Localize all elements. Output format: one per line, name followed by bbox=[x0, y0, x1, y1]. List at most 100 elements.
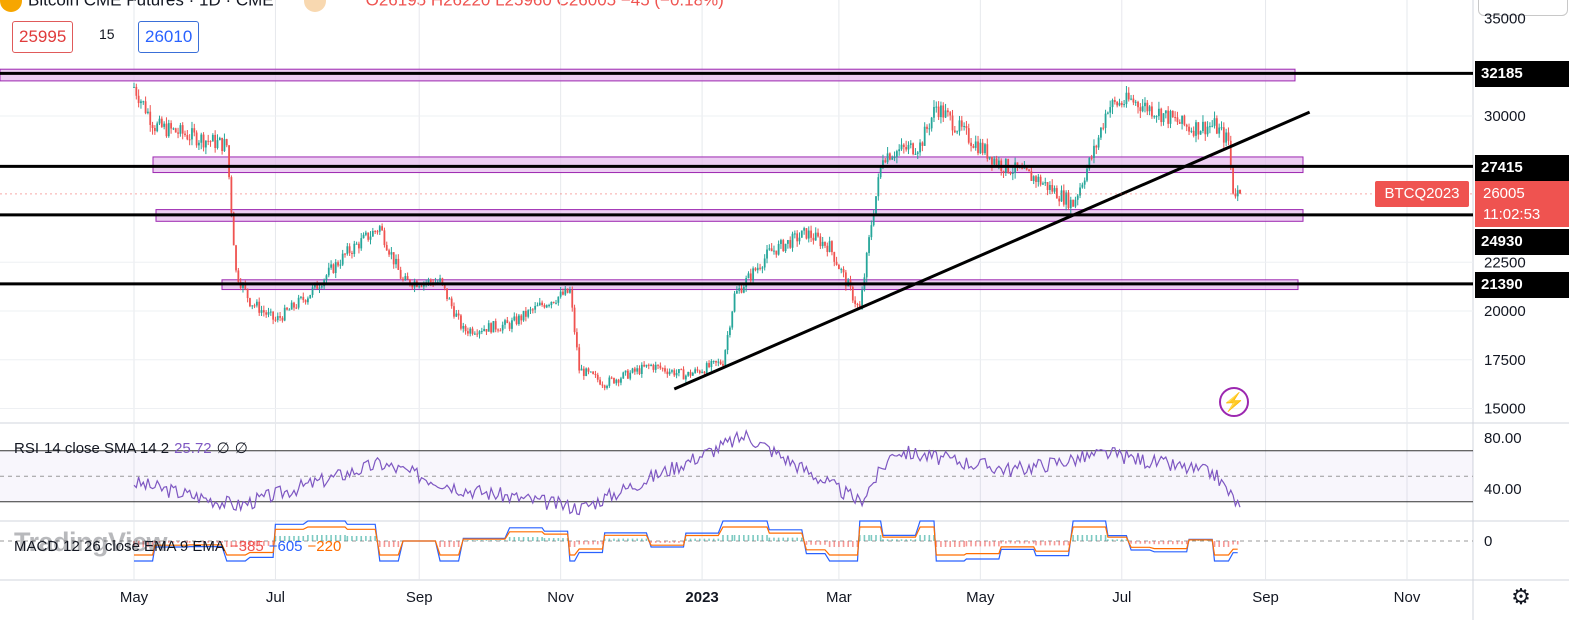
candle-body bbox=[172, 128, 175, 130]
level-tag-32185: 32185 bbox=[1475, 61, 1569, 87]
macd-histogram-bar bbox=[1100, 535, 1102, 541]
macd-histogram-bar bbox=[351, 535, 353, 541]
macd-histogram-bar bbox=[879, 535, 882, 541]
candle-body bbox=[149, 111, 152, 125]
candle-body bbox=[562, 291, 564, 295]
candle-body bbox=[339, 264, 342, 266]
macd-histogram-bar bbox=[756, 535, 759, 541]
macd-histogram-bar bbox=[603, 538, 606, 541]
candle-body bbox=[216, 140, 219, 148]
macd-histogram-bar bbox=[1072, 535, 1074, 541]
macd-histogram-bar bbox=[355, 535, 358, 541]
candle-body bbox=[402, 278, 404, 281]
candle-body bbox=[603, 385, 606, 388]
macd-histogram-bar bbox=[622, 538, 625, 541]
macd-histogram-bar bbox=[383, 541, 386, 547]
candle-body bbox=[1137, 101, 1139, 108]
rsi-line bbox=[133, 428, 1241, 516]
time-tick-label: Jul bbox=[266, 589, 285, 606]
candle-body bbox=[1046, 182, 1049, 190]
macd-histogram-bar bbox=[641, 538, 643, 541]
last-candle bbox=[1239, 189, 1242, 194]
macd-histogram-bar bbox=[518, 537, 520, 541]
lightning-icon[interactable]: ⚡ bbox=[1219, 387, 1249, 417]
macd-histogram-bar bbox=[1018, 541, 1021, 544]
candle-body bbox=[905, 147, 908, 150]
candle-body bbox=[137, 95, 140, 104]
candle-body bbox=[536, 305, 539, 307]
macd-histogram-bar bbox=[193, 541, 196, 543]
candle-body bbox=[1229, 140, 1232, 166]
macd-histogram-bar bbox=[453, 541, 455, 547]
macd-legend[interactable]: MACD 12 26 close EMA 9 EMA −385 −605 −220 bbox=[14, 538, 346, 555]
candle-body bbox=[986, 144, 989, 159]
candle-body bbox=[684, 375, 687, 380]
macd-histogram-bar bbox=[842, 541, 845, 547]
candle-body bbox=[381, 226, 384, 231]
candle-body bbox=[633, 368, 636, 372]
candle-body bbox=[483, 329, 486, 332]
candle-body bbox=[582, 368, 585, 376]
candle-body bbox=[1236, 190, 1239, 197]
candle-body bbox=[1049, 185, 1051, 190]
macd-histogram-bar bbox=[717, 538, 720, 541]
macd-histogram-bar bbox=[868, 535, 870, 541]
candle-body bbox=[541, 302, 544, 305]
macd-histogram-bar bbox=[1213, 541, 1216, 547]
top-right-control[interactable] bbox=[1478, 0, 1568, 16]
macd-histogram-bar bbox=[212, 541, 214, 543]
candle-body bbox=[469, 328, 472, 334]
macd-histogram-bar bbox=[810, 541, 812, 545]
macd-histogram-bar bbox=[258, 541, 261, 546]
candle-body bbox=[814, 232, 817, 241]
candle-body bbox=[951, 115, 954, 131]
candle-body bbox=[803, 228, 806, 231]
candle-body bbox=[358, 243, 360, 249]
candle-body bbox=[821, 241, 824, 247]
macd-histogram-bar bbox=[1162, 541, 1165, 545]
candle-body bbox=[531, 309, 534, 311]
candle-body bbox=[311, 287, 314, 295]
buy-button[interactable]: 26010 bbox=[138, 21, 200, 53]
macd-histogram-bar bbox=[708, 538, 710, 541]
candle-body bbox=[1097, 137, 1100, 148]
candle-body bbox=[872, 214, 875, 226]
candle-body bbox=[520, 315, 523, 321]
candle-body bbox=[1220, 127, 1223, 129]
candle-body bbox=[293, 302, 295, 308]
macd-histogram-bar bbox=[722, 535, 724, 541]
candle-body bbox=[608, 377, 611, 386]
candle-body bbox=[995, 158, 998, 165]
candle-body bbox=[211, 134, 214, 142]
countdown-timer: 11:02:53 bbox=[1483, 206, 1541, 223]
macd-histogram-bar bbox=[1039, 541, 1042, 546]
candle-body bbox=[1123, 104, 1126, 106]
candle-body bbox=[640, 364, 643, 374]
macd-histogram-bar bbox=[198, 541, 200, 543]
macd-histogram-bar bbox=[583, 541, 585, 545]
candles-group bbox=[133, 82, 1242, 391]
macd-histogram-bar bbox=[689, 538, 692, 541]
candle-body bbox=[214, 134, 217, 148]
candle-body bbox=[487, 323, 490, 332]
time-tick-label: Sep bbox=[406, 589, 433, 606]
candle-body bbox=[694, 369, 697, 373]
macd-histogram-bar bbox=[235, 541, 237, 547]
settings-icon[interactable]: ⚙ bbox=[1511, 584, 1531, 609]
macd-histogram-bar bbox=[940, 541, 942, 547]
sell-button[interactable]: 25995 bbox=[12, 21, 74, 53]
candle-body bbox=[680, 369, 683, 371]
macd-histogram-bar bbox=[532, 537, 534, 541]
macd-histogram-bar bbox=[172, 541, 175, 543]
candle-body bbox=[1076, 195, 1079, 200]
candle-body bbox=[914, 153, 917, 155]
rsi-title: RSI bbox=[14, 440, 40, 457]
candle-body bbox=[958, 120, 961, 132]
candle-body bbox=[232, 212, 235, 246]
candle-body bbox=[478, 331, 481, 335]
macd-histogram-bar bbox=[909, 539, 912, 541]
candle-body bbox=[202, 134, 205, 148]
macd-histogram-bar bbox=[631, 538, 634, 541]
rsi-legend[interactable]: RSI 14 close SMA 14 2 25.72 ∅ ∅ bbox=[14, 439, 253, 457]
